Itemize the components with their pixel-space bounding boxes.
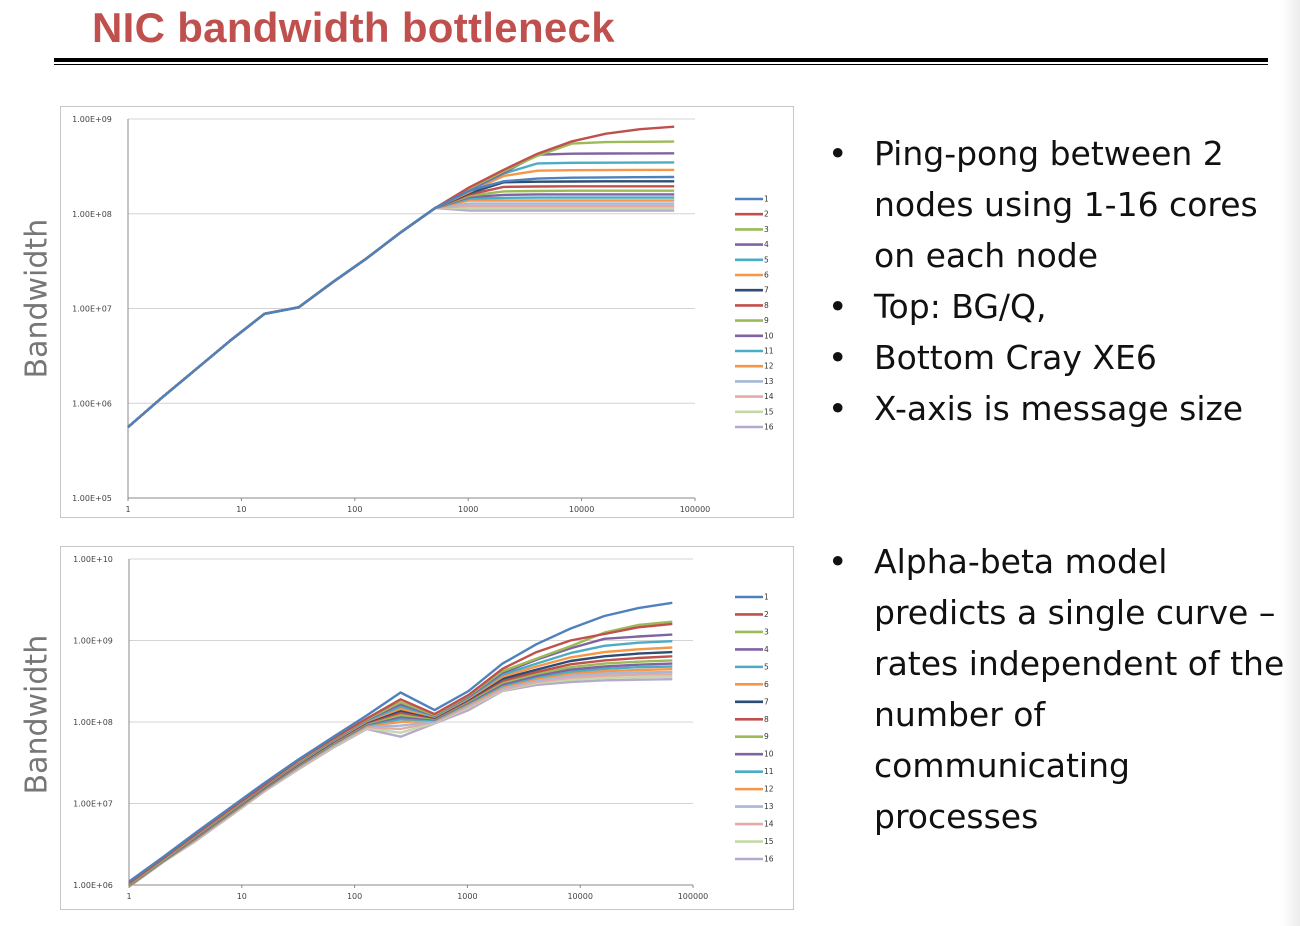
series-line-6 xyxy=(128,646,673,886)
legend-label: 3 xyxy=(764,627,769,636)
legend-label: 10 xyxy=(764,750,774,759)
y-tick-label: 1.00E+07 xyxy=(73,800,113,809)
title-rule-thin xyxy=(54,64,1268,65)
legend-label: 8 xyxy=(764,715,769,724)
y-tick-label: 1.00E+08 xyxy=(72,210,112,219)
series-line-5 xyxy=(127,161,675,429)
series-line-3 xyxy=(127,140,675,429)
legend-label: 12 xyxy=(764,785,774,794)
bullet-item: X-axis is message size xyxy=(828,383,1288,434)
legend-label: 4 xyxy=(764,240,769,249)
legend-label: 15 xyxy=(764,407,774,416)
series-line-9 xyxy=(128,659,673,887)
y-tick-label: 1.00E+05 xyxy=(72,494,112,503)
legend-label: 9 xyxy=(764,316,769,325)
bottom-chart-ylabel: Bandwidth xyxy=(19,634,55,795)
y-tick-label: 1.00E+10 xyxy=(73,555,113,564)
series-line-15 xyxy=(127,206,675,429)
y-tick-label: 1.00E+06 xyxy=(72,399,112,408)
x-tick-label: 1 xyxy=(126,892,131,901)
series-line-10 xyxy=(127,193,675,429)
top-chart-ylabel: Bandwidth xyxy=(19,218,55,379)
series-line-2 xyxy=(128,622,673,885)
y-tick-label: 1.00E+09 xyxy=(73,637,113,646)
x-tick-label: 100000 xyxy=(680,505,711,514)
series-line-13 xyxy=(127,202,675,429)
legend-label: 5 xyxy=(764,255,769,264)
title-rule-thick xyxy=(54,58,1268,62)
x-tick-label: 100 xyxy=(347,892,362,901)
series-line-12 xyxy=(127,199,675,429)
bullet-list-bottom: Alpha-beta model predicts a single curve… xyxy=(828,536,1298,842)
legend-label: 3 xyxy=(764,225,769,234)
legend-label: 6 xyxy=(764,271,769,280)
legend-label: 9 xyxy=(764,732,769,741)
legend-label: 7 xyxy=(764,286,769,295)
legend-label: 4 xyxy=(764,645,769,654)
legend-label: 12 xyxy=(764,362,774,371)
legend-label: 13 xyxy=(764,377,774,386)
x-tick-label: 1000 xyxy=(458,505,478,514)
series-line-8 xyxy=(127,185,675,429)
y-tick-label: 1.00E+06 xyxy=(73,881,113,890)
series-line-8 xyxy=(128,655,673,887)
series-line-10 xyxy=(128,662,673,887)
bullet-item: Ping-pong between 2 nodes using 1-16 cor… xyxy=(828,128,1288,281)
legend-label: 6 xyxy=(764,680,769,689)
legend-label: 14 xyxy=(764,392,774,401)
x-tick-label: 10 xyxy=(236,505,246,514)
legend-label: 1 xyxy=(764,593,769,602)
legend-label: 11 xyxy=(764,347,774,356)
series-line-14 xyxy=(127,204,675,429)
bullet-item: Top: BG/Q, xyxy=(828,281,1288,332)
y-tick-label: 1.00E+09 xyxy=(72,115,112,124)
legend-label: 15 xyxy=(764,837,774,846)
bullet-item: Bottom Cray XE6 xyxy=(828,332,1288,383)
x-tick-label: 1 xyxy=(125,505,130,514)
bullet-list-top: Ping-pong between 2 nodes using 1-16 cor… xyxy=(828,128,1288,434)
legend-label: 2 xyxy=(764,210,769,219)
legend-label: 10 xyxy=(764,331,774,340)
legend-label: 11 xyxy=(764,767,774,776)
x-tick-label: 100000 xyxy=(678,892,709,901)
series-line-7 xyxy=(128,650,673,887)
x-tick-label: 1000 xyxy=(457,892,477,901)
y-tick-label: 1.00E+08 xyxy=(73,718,113,727)
legend-label: 13 xyxy=(764,802,774,811)
xe6-bandwidth-chart: 1.00E+06 1.00E+07 1.00E+08 1.00E+09 1.00E+10… xyxy=(60,546,794,910)
legend-label: 7 xyxy=(764,697,769,706)
series-line-7 xyxy=(127,180,675,429)
legend-label: 8 xyxy=(764,301,769,310)
bullet-item: Alpha-beta model predicts a single curve… xyxy=(828,536,1298,842)
x-tick-label: 10 xyxy=(237,892,247,901)
x-tick-label: 100 xyxy=(347,505,362,514)
legend-label: 2 xyxy=(764,610,769,619)
series-line-2 xyxy=(127,125,675,429)
legend-label: 16 xyxy=(764,423,774,432)
y-tick-label: 1.00E+07 xyxy=(72,305,112,314)
slide-title: NIC bandwidth bottleneck xyxy=(92,4,615,51)
x-tick-label: 10000 xyxy=(569,505,594,514)
legend-label: 14 xyxy=(764,820,774,829)
legend-label: 1 xyxy=(764,195,769,204)
x-tick-label: 10000 xyxy=(567,892,592,901)
series-line-16 xyxy=(127,206,675,429)
series-line-1 xyxy=(128,601,673,883)
legend-label: 16 xyxy=(764,855,774,864)
bgq-bandwidth-chart: 1.00E+05 1.00E+06 1.00E+07 1.00E+08 1.00E+09… xyxy=(60,106,794,518)
xe6-chart-svg: 1.00E+06 1.00E+07 1.00E+08 1.00E+09 1.00E+10… xyxy=(73,555,774,901)
series-line-1 xyxy=(127,175,675,429)
legend-label: 5 xyxy=(764,662,769,671)
bgq-chart-svg: 1.00E+05 1.00E+06 1.00E+07 1.00E+08 1.00E+09… xyxy=(72,115,774,514)
